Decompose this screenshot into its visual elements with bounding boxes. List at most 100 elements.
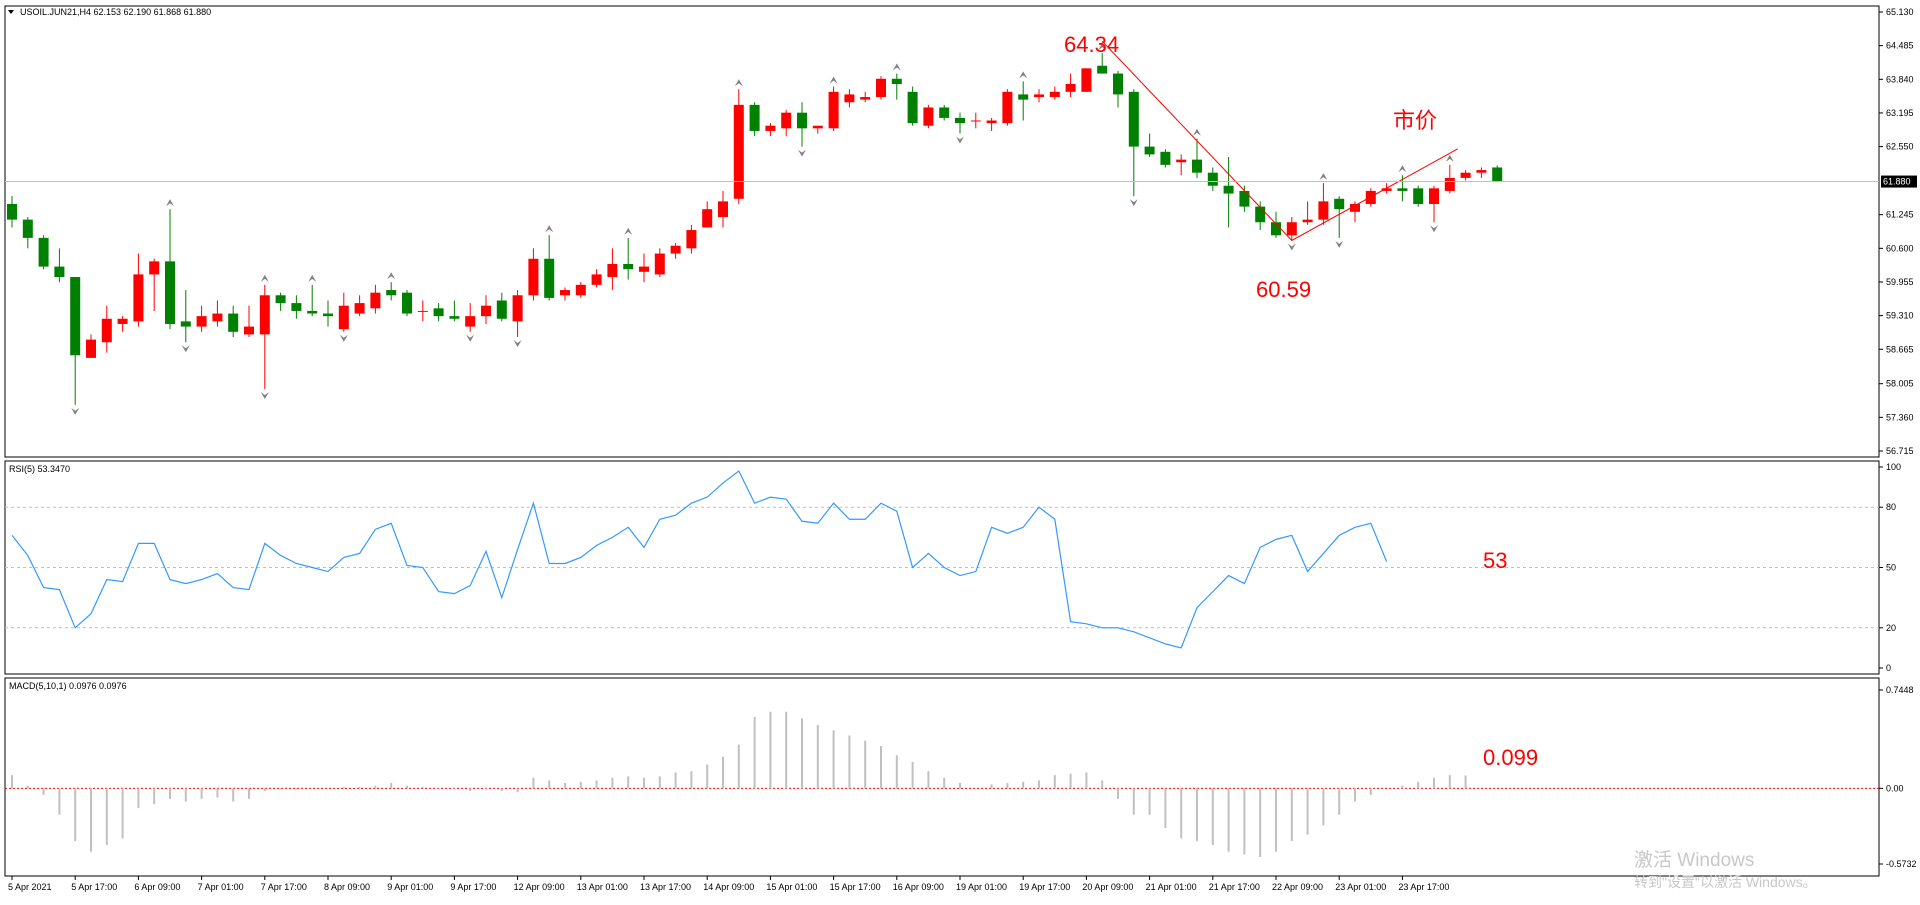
candle — [196, 305, 207, 332]
current-price-tag-text: 61.880 — [1883, 177, 1911, 187]
candle-body — [496, 300, 507, 319]
candle — [607, 248, 618, 291]
fractal-up-marker — [734, 79, 743, 87]
candle — [165, 209, 175, 330]
candle-body — [1365, 190, 1376, 204]
macd-value-annotation: 0.099 — [1483, 745, 1538, 770]
main-y-tick-label: 63.195 — [1886, 108, 1914, 118]
candle — [244, 305, 254, 338]
candle — [702, 201, 713, 228]
fractal-down-marker — [956, 136, 964, 144]
x-tick-label: 22 Apr 09:00 — [1272, 882, 1323, 892]
rsi-pane-header: RSI(5) 53.3470 — [9, 464, 70, 474]
candle-body — [1207, 172, 1218, 186]
candle — [1444, 164, 1455, 194]
candle-body — [1413, 188, 1424, 204]
x-tick-label: 21 Apr 17:00 — [1209, 882, 1260, 892]
fractal-up-marker — [624, 227, 633, 235]
fractal-up-marker — [1193, 128, 1201, 136]
candle — [970, 112, 981, 129]
candle — [449, 300, 460, 322]
candle-body — [149, 261, 160, 275]
candle-body — [307, 310, 318, 314]
candle-body — [291, 303, 302, 311]
fractal-up-marker — [166, 199, 174, 207]
candle-body — [1034, 94, 1044, 98]
candle-body — [70, 277, 81, 356]
fractal-up-marker — [308, 274, 317, 282]
candle — [591, 269, 602, 288]
candle — [797, 102, 807, 147]
candle-body — [907, 91, 918, 124]
fractal-down-marker — [260, 392, 269, 400]
y-axis-ticks: 65.130 64.485 63.840 63.195 62.550 61.245 60.6… — [1879, 7, 1917, 869]
candle-body — [860, 97, 871, 100]
fractal-up-marker — [1319, 173, 1328, 181]
candle-body — [386, 290, 397, 296]
fractal-up-marker — [892, 63, 901, 71]
rsi-series — [11, 470, 1388, 649]
candle — [212, 300, 223, 327]
candle — [402, 290, 412, 317]
x-tick-label: 23 Apr 01:00 — [1335, 882, 1386, 892]
candle — [575, 282, 586, 298]
candle-body — [465, 316, 476, 327]
x-tick-label: 15 Apr 17:00 — [830, 882, 881, 892]
candle-body — [733, 104, 744, 199]
main-y-tick-label: 58.005 — [1886, 379, 1914, 389]
candle — [654, 248, 665, 278]
candle — [117, 316, 128, 332]
candle-body — [781, 112, 792, 129]
candle — [1002, 89, 1013, 126]
main-y-tick-label: 60.600 — [1886, 243, 1914, 253]
candle-body — [1350, 203, 1360, 212]
candle-body — [876, 78, 886, 98]
candle — [1460, 170, 1471, 181]
candle-body — [654, 253, 665, 275]
candle — [1097, 53, 1108, 74]
candle — [781, 110, 792, 137]
candle-body — [512, 295, 523, 322]
candle-body — [1176, 159, 1187, 163]
candle-body — [986, 120, 997, 124]
candle — [639, 253, 649, 283]
fractal-up-marker — [387, 272, 396, 280]
candle — [860, 91, 871, 103]
candle — [1302, 201, 1313, 225]
candle — [86, 334, 96, 358]
macd-pane-frame — [4, 677, 1880, 877]
candle-body — [528, 258, 539, 296]
candle — [718, 190, 728, 228]
candle-body — [1318, 201, 1329, 220]
candle — [512, 290, 523, 338]
candle-body — [1097, 65, 1108, 74]
candle-body — [1381, 188, 1392, 191]
candle — [1318, 183, 1329, 225]
candle-body — [639, 266, 649, 272]
candle-body — [955, 117, 965, 124]
candle-body — [828, 91, 839, 129]
candle-body — [101, 318, 112, 343]
candle — [180, 290, 191, 343]
candle — [323, 300, 333, 327]
rsi-grid — [5, 506, 1879, 629]
fractal-down-marker — [798, 149, 806, 157]
candle-body — [797, 112, 807, 129]
x-tick-label: 7 Apr 01:00 — [198, 882, 244, 892]
candle — [891, 73, 902, 100]
candle — [1160, 149, 1171, 168]
main-y-tick-label: 61.245 — [1886, 210, 1914, 220]
fractal-up-marker — [1445, 154, 1454, 162]
candle-body — [718, 201, 728, 218]
collapse-triangle-icon[interactable] — [8, 10, 14, 14]
candle-body — [1255, 206, 1266, 223]
candle — [1255, 201, 1266, 231]
candle — [765, 123, 776, 137]
fractal-up-marker — [829, 76, 838, 84]
candle-body — [891, 78, 902, 84]
x-tick-label: 5 Apr 2021 — [8, 882, 52, 892]
x-axis-ticks: 5 Apr 2021 5 Apr 17:00 6 Apr 09:00 7 Apr 01… — [8, 876, 1449, 892]
x-tick-label: 9 Apr 01:00 — [387, 882, 433, 892]
